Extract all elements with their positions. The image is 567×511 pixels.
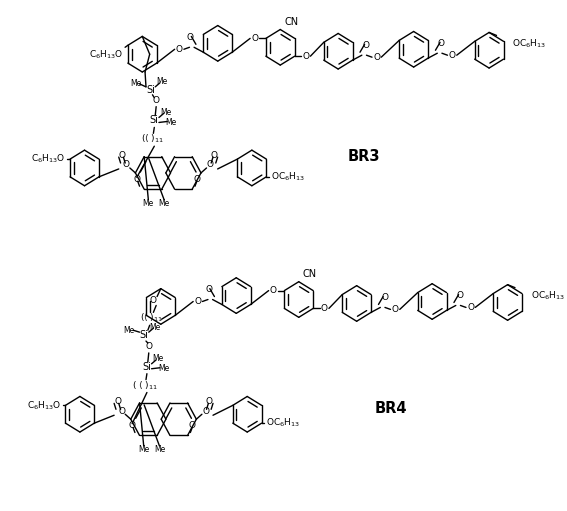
Text: (⟨ )$_{11}$: (⟨ )$_{11}$ xyxy=(140,311,163,323)
Text: Me: Me xyxy=(158,364,169,373)
Text: O: O xyxy=(153,96,160,105)
Text: BR4: BR4 xyxy=(375,401,408,416)
Text: Me: Me xyxy=(138,446,149,454)
Text: CN: CN xyxy=(303,269,317,279)
Text: Me: Me xyxy=(158,199,170,208)
Text: O: O xyxy=(193,175,200,184)
Text: O: O xyxy=(202,407,209,416)
Text: C$_6$H$_{13}$O: C$_6$H$_{13}$O xyxy=(27,399,61,411)
Text: O: O xyxy=(207,160,214,170)
Text: (⟨ )$_{11}$: (⟨ )$_{11}$ xyxy=(141,132,164,144)
Text: OC$_6$H$_{13}$: OC$_6$H$_{13}$ xyxy=(512,37,546,50)
Text: OC$_6$H$_{13}$: OC$_6$H$_{13}$ xyxy=(531,290,565,302)
Text: Si: Si xyxy=(142,362,151,372)
Text: O: O xyxy=(115,397,121,406)
Text: O: O xyxy=(133,175,140,184)
Text: O: O xyxy=(205,285,213,294)
Text: Si: Si xyxy=(139,330,149,340)
Text: O: O xyxy=(448,51,456,60)
Text: ( ⟨ )$_{11}$: ( ⟨ )$_{11}$ xyxy=(132,379,158,390)
Text: O: O xyxy=(210,151,217,159)
Text: O: O xyxy=(206,397,213,406)
Text: O: O xyxy=(150,296,157,305)
Text: Me: Me xyxy=(156,77,167,86)
Text: Me: Me xyxy=(166,118,176,127)
Text: Me: Me xyxy=(153,354,164,363)
Text: BR3: BR3 xyxy=(347,149,380,164)
Text: Si: Si xyxy=(150,115,159,126)
Text: O: O xyxy=(467,303,474,312)
Text: Me: Me xyxy=(160,108,171,117)
Text: O: O xyxy=(363,41,370,50)
Text: O: O xyxy=(129,421,136,430)
Text: O: O xyxy=(392,305,399,314)
Text: Me: Me xyxy=(154,446,165,454)
Text: O: O xyxy=(119,151,126,159)
Text: O: O xyxy=(321,304,328,313)
Text: C$_6$H$_{13}$O: C$_6$H$_{13}$O xyxy=(31,153,65,166)
Text: O: O xyxy=(251,34,258,43)
Text: O: O xyxy=(194,297,201,306)
Text: O: O xyxy=(118,407,125,416)
Text: O: O xyxy=(382,293,388,302)
Text: O: O xyxy=(122,160,130,170)
Text: O: O xyxy=(438,39,445,48)
Text: O: O xyxy=(456,291,463,300)
Text: OC$_6$H$_{13}$: OC$_6$H$_{13}$ xyxy=(266,417,301,429)
Text: Me: Me xyxy=(143,199,154,208)
Text: Me: Me xyxy=(130,79,141,88)
Text: Me: Me xyxy=(150,323,161,332)
Text: O: O xyxy=(145,342,153,352)
Text: C$_6$H$_{13}$O: C$_6$H$_{13}$O xyxy=(89,48,123,61)
Text: Si: Si xyxy=(146,85,155,95)
Text: O: O xyxy=(270,286,277,295)
Text: OC$_6$H$_{13}$: OC$_6$H$_{13}$ xyxy=(271,171,305,183)
Text: O: O xyxy=(176,45,183,54)
Text: Me: Me xyxy=(124,326,135,335)
Text: CN: CN xyxy=(284,16,298,27)
Text: O: O xyxy=(373,53,380,62)
Text: O: O xyxy=(187,33,194,42)
Text: O: O xyxy=(189,421,196,430)
Text: O: O xyxy=(302,52,309,61)
